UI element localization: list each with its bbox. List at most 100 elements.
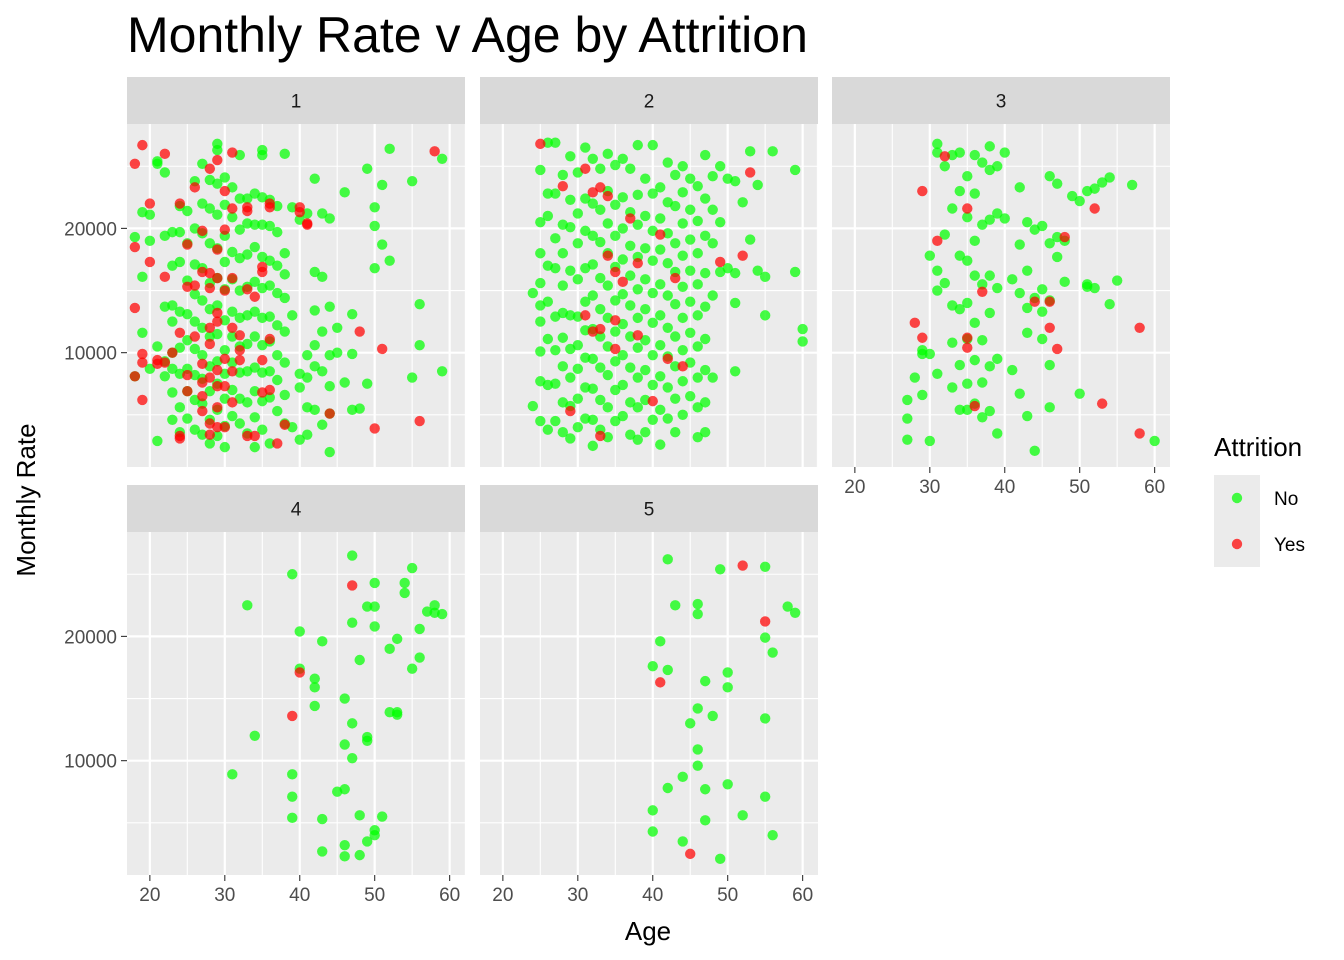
point-no	[700, 267, 711, 279]
point-no	[677, 771, 688, 783]
point-no	[969, 235, 980, 247]
point-no	[242, 397, 253, 408]
point-no	[535, 277, 546, 289]
point-no	[369, 577, 380, 589]
point-no	[692, 760, 703, 771]
point-no	[617, 192, 628, 203]
point-no	[954, 359, 965, 371]
point-no	[1044, 238, 1055, 249]
facet-strip-label: 3	[996, 92, 1007, 113]
point-no	[954, 404, 965, 416]
point-no	[542, 296, 554, 307]
point-no	[700, 333, 711, 345]
point-no	[347, 617, 358, 628]
point-no	[264, 366, 275, 377]
point-no	[662, 257, 673, 269]
point-no	[264, 438, 275, 449]
facet-panel-2: 2	[464, 77, 818, 467]
point-no	[309, 266, 320, 278]
point-no	[610, 230, 621, 242]
point-no	[204, 385, 216, 397]
point-no	[924, 435, 936, 447]
point-no	[227, 306, 238, 317]
point-yes	[655, 229, 666, 240]
point-no	[670, 238, 681, 249]
point-no	[602, 148, 613, 160]
point-yes	[302, 219, 313, 230]
point-no	[685, 265, 696, 276]
point-yes	[234, 330, 245, 341]
point-no	[174, 226, 186, 238]
point-no	[212, 300, 223, 311]
point-no	[969, 270, 980, 281]
point-no	[647, 661, 658, 672]
point-yes	[204, 282, 216, 294]
point-no	[729, 297, 741, 309]
point-no	[1052, 251, 1063, 263]
point-no	[369, 202, 380, 213]
point-no	[369, 262, 380, 274]
point-no	[700, 301, 711, 312]
point-yes	[685, 848, 696, 860]
point-no	[272, 349, 283, 361]
point-no	[129, 231, 141, 243]
point-no	[692, 608, 703, 620]
point-no	[797, 323, 808, 335]
point-no	[692, 180, 703, 192]
x-tick-label: 50	[364, 885, 385, 906]
point-yes	[595, 430, 606, 442]
point-yes	[159, 271, 171, 283]
point-no	[1037, 333, 1048, 345]
point-no	[144, 363, 156, 375]
point-no	[557, 427, 569, 438]
point-no	[610, 326, 621, 337]
point-no	[670, 393, 681, 404]
point-yes	[129, 302, 141, 314]
point-no	[677, 187, 688, 198]
point-yes	[580, 163, 591, 174]
facet-strip	[832, 77, 1170, 124]
panel-background	[127, 532, 465, 875]
legend: Attrition No Yes	[1214, 432, 1305, 567]
point-yes	[324, 408, 335, 419]
point-no	[317, 846, 328, 857]
point-no	[977, 335, 988, 346]
point-no	[939, 161, 950, 172]
point-no	[587, 290, 598, 301]
point-yes	[962, 203, 973, 214]
point-no	[610, 295, 621, 306]
point-no	[992, 428, 1003, 439]
point-no	[617, 410, 628, 422]
point-no	[324, 301, 335, 312]
legend-title: Attrition	[1214, 432, 1302, 462]
point-yes	[204, 372, 216, 383]
point-no	[984, 405, 995, 417]
point-no	[302, 429, 313, 440]
point-no	[729, 267, 741, 279]
point-no	[647, 414, 658, 425]
point-yes	[647, 395, 658, 407]
point-no	[406, 372, 418, 383]
point-no	[655, 279, 666, 290]
point-no	[662, 322, 673, 334]
point-no	[317, 208, 328, 219]
point-no	[1022, 216, 1033, 228]
point-no	[1052, 178, 1063, 189]
point-no	[932, 368, 943, 379]
point-no	[197, 398, 208, 409]
point-no	[565, 194, 576, 206]
point-no	[204, 438, 216, 449]
facet-strip-label: 5	[644, 500, 655, 521]
point-no	[977, 157, 988, 168]
point-no	[625, 240, 636, 251]
point-yes	[219, 381, 231, 392]
point-yes	[182, 239, 193, 250]
point-no	[542, 210, 554, 222]
point-no	[677, 161, 688, 172]
point-no	[714, 853, 726, 865]
point-no	[692, 310, 703, 321]
point-no	[692, 279, 703, 290]
x-tick-label: 60	[1144, 477, 1165, 498]
point-no	[625, 429, 636, 440]
point-no	[317, 636, 328, 647]
